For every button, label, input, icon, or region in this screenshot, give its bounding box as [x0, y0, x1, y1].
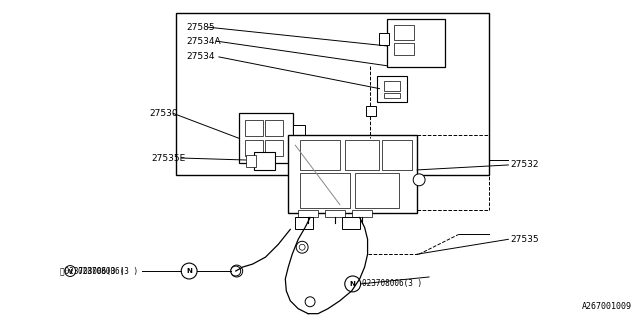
Text: 27530: 27530: [150, 109, 178, 118]
Bar: [244, 120, 262, 136]
Text: 27585: 27585: [186, 23, 215, 32]
Text: ⓝ023708006(3 ): ⓝ023708006(3 ): [60, 267, 125, 276]
Circle shape: [299, 244, 305, 250]
Bar: [383, 140, 412, 170]
Bar: [246, 155, 255, 167]
Bar: [365, 107, 376, 116]
Bar: [325, 210, 345, 218]
Bar: [295, 218, 313, 229]
Bar: [300, 140, 340, 170]
Circle shape: [345, 276, 361, 292]
Bar: [394, 25, 414, 40]
Bar: [385, 92, 400, 98]
Circle shape: [231, 265, 243, 277]
Bar: [342, 218, 360, 229]
Text: 27535: 27535: [510, 235, 539, 244]
Bar: [244, 140, 262, 156]
Text: 27534: 27534: [186, 52, 214, 61]
Circle shape: [305, 297, 315, 307]
Text: N: N: [68, 268, 72, 274]
Bar: [239, 113, 293, 163]
Bar: [293, 125, 305, 145]
Bar: [298, 210, 318, 218]
Text: N: N: [186, 268, 192, 274]
Bar: [266, 120, 284, 136]
Bar: [345, 140, 380, 170]
Circle shape: [65, 266, 76, 276]
Bar: [176, 13, 488, 175]
Bar: [378, 76, 407, 101]
Circle shape: [296, 241, 308, 253]
Bar: [355, 173, 399, 208]
Bar: [266, 140, 284, 156]
Text: 023708006(3 ): 023708006(3 ): [78, 267, 138, 276]
Bar: [293, 148, 305, 158]
Circle shape: [234, 268, 240, 274]
Text: N: N: [350, 281, 356, 287]
Bar: [385, 81, 400, 91]
Bar: [387, 19, 445, 67]
Bar: [352, 210, 372, 218]
Bar: [300, 173, 349, 208]
Text: 023708006(3 ): 023708006(3 ): [362, 279, 422, 288]
Text: A267001009: A267001009: [582, 302, 632, 311]
Text: 27532: 27532: [510, 160, 539, 170]
Circle shape: [413, 174, 425, 186]
Bar: [253, 152, 275, 170]
Bar: [380, 33, 389, 45]
Text: 27534A: 27534A: [186, 36, 221, 45]
Circle shape: [181, 263, 197, 279]
Circle shape: [231, 266, 241, 276]
Bar: [394, 43, 414, 55]
Bar: [288, 135, 417, 212]
Text: 27535E: 27535E: [152, 154, 186, 163]
